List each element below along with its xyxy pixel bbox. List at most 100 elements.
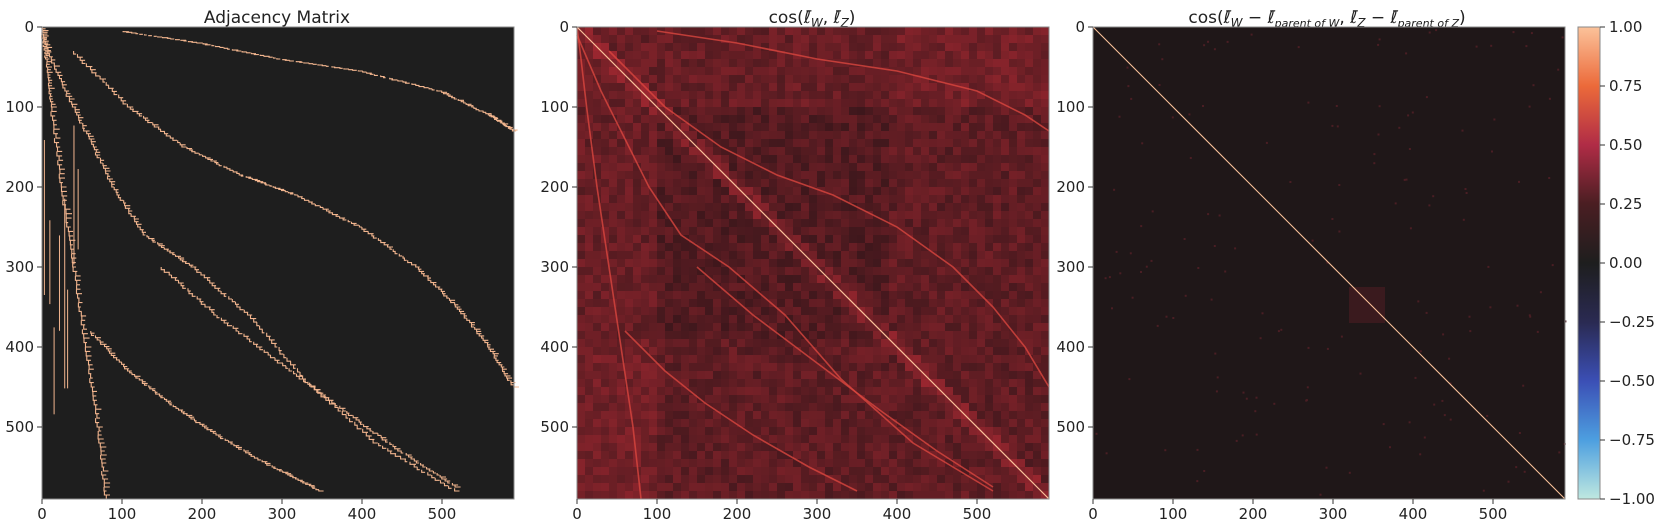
cos-cell: [585, 355, 594, 364]
cos-cell: [673, 459, 682, 468]
cos-cell: [905, 323, 914, 332]
parent-speck: [1462, 218, 1465, 221]
cos-cell: [881, 203, 890, 212]
cos-cell: [873, 51, 882, 60]
cos-cell: [937, 115, 946, 124]
cos-cell: [841, 227, 850, 236]
cos-cell: [953, 419, 962, 428]
cos-cell: [945, 411, 954, 420]
cos-cell: [697, 483, 706, 492]
cos-cell: [969, 43, 978, 52]
cos-cell: [737, 307, 746, 316]
cos-cell: [833, 451, 842, 460]
cos-cell: [801, 395, 810, 404]
cos-cell: [945, 219, 954, 228]
cos-cell: [745, 267, 754, 276]
cos-cell: [601, 59, 610, 68]
cos-cell: [945, 75, 954, 84]
cos-cell: [745, 387, 754, 396]
cos-cell: [593, 435, 602, 444]
cos-cell: [673, 131, 682, 140]
cos-cell: [721, 91, 730, 100]
cos-cell: [833, 203, 842, 212]
cos-cell: [601, 347, 610, 356]
cos-cell: [697, 435, 706, 444]
cos-cell: [601, 363, 610, 372]
cos-cell: [745, 219, 754, 228]
cos-cell: [993, 155, 1002, 164]
cos-cell: [1017, 411, 1026, 420]
parent-speck: [1104, 277, 1107, 280]
cos-cell: [865, 83, 874, 92]
cos-cell: [1041, 243, 1050, 252]
cos-cell: [1041, 387, 1050, 396]
cos-cell: [737, 467, 746, 476]
parent-speck: [1408, 148, 1411, 150]
cos-cell: [913, 187, 922, 196]
cos-cell: [577, 99, 586, 108]
cos-cell: [665, 155, 674, 164]
cos-cell: [889, 51, 898, 60]
cos-cell: [929, 339, 938, 348]
cos-cell: [633, 171, 642, 180]
cos-cell: [633, 435, 642, 444]
cos-cell: [1025, 395, 1034, 404]
cos-cell: [841, 235, 850, 244]
cos-cell: [641, 403, 650, 412]
cos-cell: [985, 315, 994, 324]
cos-cell: [817, 307, 826, 316]
cos-cell: [657, 203, 666, 212]
cos-cell: [665, 195, 674, 204]
cos-cell: [857, 371, 866, 380]
cos-cell: [769, 27, 778, 36]
cos-cell: [897, 283, 906, 292]
cos-cell: [745, 355, 754, 364]
cos-cell: [849, 147, 858, 156]
cos-cell: [793, 283, 802, 292]
cos-cell: [841, 371, 850, 380]
cos-cell: [865, 451, 874, 460]
cos-cell: [713, 411, 722, 420]
cos-cell: [721, 211, 730, 220]
cos-cell: [841, 163, 850, 172]
cos-cell: [713, 259, 722, 268]
cos-cell: [593, 99, 602, 108]
cos-cell: [1025, 371, 1034, 380]
cos-cell: [849, 91, 858, 100]
cos-cell: [841, 339, 850, 348]
parent-speck: [1528, 105, 1531, 108]
cos-cell: [1033, 435, 1042, 444]
cos-cell: [873, 475, 882, 484]
cos-cell: [1009, 395, 1018, 404]
parent-speck: [1307, 346, 1310, 349]
cos-cell: [729, 323, 738, 332]
cos-cell: [1041, 379, 1050, 388]
cos-cell: [681, 483, 690, 492]
cos-cell: [785, 475, 794, 484]
cos-cell: [929, 411, 938, 420]
cos-cell: [809, 43, 818, 52]
cos-cell: [793, 123, 802, 132]
cos-cell: [753, 139, 762, 148]
cos-cell: [961, 83, 970, 92]
cos-cell: [665, 179, 674, 188]
cos-cell: [817, 371, 826, 380]
cos-cell: [721, 299, 730, 308]
cos-cell: [1033, 427, 1042, 436]
cos-cell: [1017, 227, 1026, 236]
cos-cell: [849, 379, 858, 388]
cos-cell: [761, 99, 770, 108]
cos-cell: [897, 43, 906, 52]
cos-cell: [777, 59, 786, 68]
cos-cell: [681, 219, 690, 228]
cos-cell: [681, 243, 690, 252]
cos-cell: [865, 131, 874, 140]
cos-cell: [817, 171, 826, 180]
cos-cell: [657, 219, 666, 228]
cos-cell: [833, 467, 842, 476]
cos-cell: [753, 459, 762, 468]
parent-speck: [1425, 311, 1428, 314]
cos-cell: [577, 379, 586, 388]
cos-cell: [897, 171, 906, 180]
cos-cell: [737, 59, 746, 68]
